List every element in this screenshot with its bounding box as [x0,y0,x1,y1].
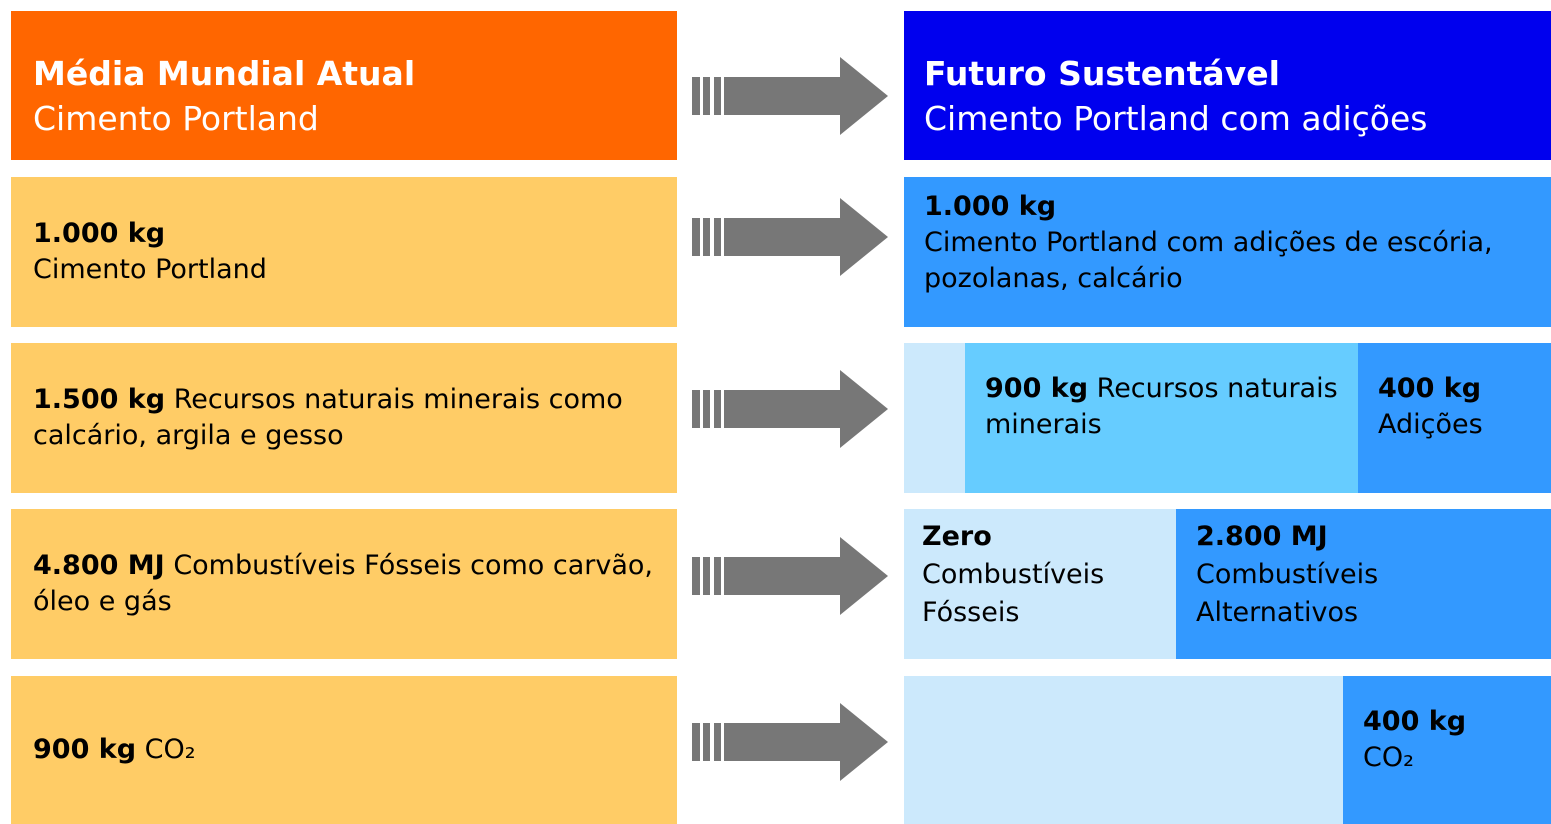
additions-segment: 400 kg Adições [1358,343,1551,493]
right-header: Futuro Sustentável Cimento Portland com … [904,11,1551,160]
label: Recursos naturais minerais [985,373,1338,440]
arrow [692,198,888,276]
left-header: Média Mundial Atual Cimento Portland [11,11,677,160]
amount: 400 kg [1378,373,1482,404]
title: Média Mundial Atual [33,54,416,93]
label: Recursos naturais minerais como calcário… [33,384,623,451]
amount: Zero [922,521,992,552]
empty-segment [904,343,965,493]
label: Combustíveis Fósseis [922,559,1105,628]
left-row: 4.800 MJ Combustíveis Fósseis como carvã… [11,509,677,659]
subtitle: Cimento Portland com adições [924,99,1428,138]
label: Combustíveis Fósseis como carvão, óleo e… [33,550,653,617]
minerals-segment: 900 kg Recursos naturais minerais [965,343,1358,493]
alternative-segment: 2.800 MJ Combustíveis Alternativos [1176,509,1551,659]
label: Cimento Portland [33,254,267,285]
amount: 900 kg [33,734,137,765]
label: Combustíveis Alternativos [1196,559,1379,628]
left-row: 900 kg CO₂ [11,676,677,824]
arrow [692,57,888,135]
amount: 4.800 MJ [33,550,165,581]
amount: 900 kg [985,373,1089,404]
amount: 1.000 kg [924,191,1057,222]
amount: 2.800 MJ [1196,521,1328,552]
subtitle: Cimento Portland [33,99,319,138]
label: Cimento Portland com adições de escória,… [924,227,1493,294]
amount: 400 kg [1363,706,1467,737]
arrow [692,370,888,448]
amount: 1.500 kg [33,384,166,415]
title: Futuro Sustentável [924,54,1280,93]
co2-segment: 400 kg CO₂ [1343,676,1551,824]
label: CO₂ [1363,742,1414,773]
left-row: 1.500 kg Recursos naturais minerais como… [11,343,677,493]
left-row: 1.000 kg Cimento Portland [11,177,677,327]
arrow [692,537,888,615]
arrow [692,703,888,781]
fossil-segment: Zero Combustíveis Fósseis [904,509,1176,659]
empty-segment [904,676,1343,824]
label: CO₂ [144,734,196,765]
label: Adições [1378,409,1483,440]
amount: 1.000 kg [33,218,166,249]
right-row: 1.000 kg Cimento Portland com adições de … [904,177,1551,327]
